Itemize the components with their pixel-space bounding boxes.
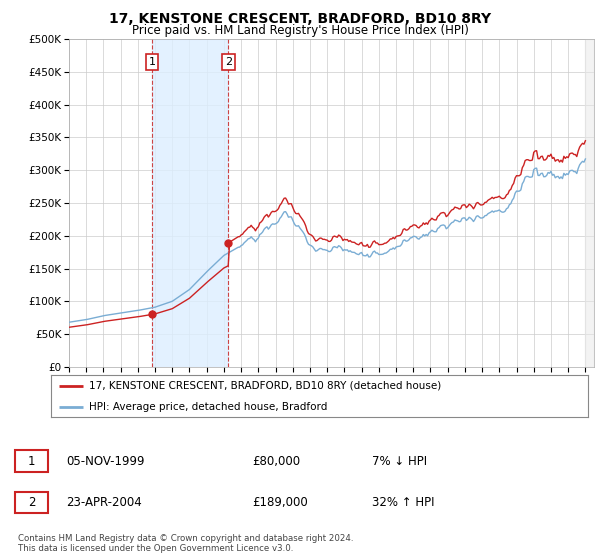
Text: 17, KENSTONE CRESCENT, BRADFORD, BD10 8RY: 17, KENSTONE CRESCENT, BRADFORD, BD10 8R… xyxy=(109,12,491,26)
Text: 2: 2 xyxy=(28,496,35,509)
Text: 05-NOV-1999: 05-NOV-1999 xyxy=(66,455,145,468)
Text: 7% ↓ HPI: 7% ↓ HPI xyxy=(372,455,427,468)
FancyBboxPatch shape xyxy=(15,492,48,514)
Text: 17, KENSTONE CRESCENT, BRADFORD, BD10 8RY (detached house): 17, KENSTONE CRESCENT, BRADFORD, BD10 8R… xyxy=(89,381,441,391)
Bar xyxy=(152,39,228,367)
Text: 1: 1 xyxy=(149,57,155,67)
Bar xyxy=(586,39,594,367)
Text: 32% ↑ HPI: 32% ↑ HPI xyxy=(372,496,434,509)
FancyBboxPatch shape xyxy=(15,450,48,472)
Text: Contains HM Land Registry data © Crown copyright and database right 2024.
This d: Contains HM Land Registry data © Crown c… xyxy=(18,534,353,553)
Text: Price paid vs. HM Land Registry's House Price Index (HPI): Price paid vs. HM Land Registry's House … xyxy=(131,24,469,37)
Text: £80,000: £80,000 xyxy=(252,455,300,468)
Text: 2: 2 xyxy=(224,57,232,67)
Text: 1: 1 xyxy=(28,455,35,468)
Text: HPI: Average price, detached house, Bradford: HPI: Average price, detached house, Brad… xyxy=(89,402,327,412)
Text: 23-APR-2004: 23-APR-2004 xyxy=(66,496,142,509)
Text: £189,000: £189,000 xyxy=(252,496,308,509)
